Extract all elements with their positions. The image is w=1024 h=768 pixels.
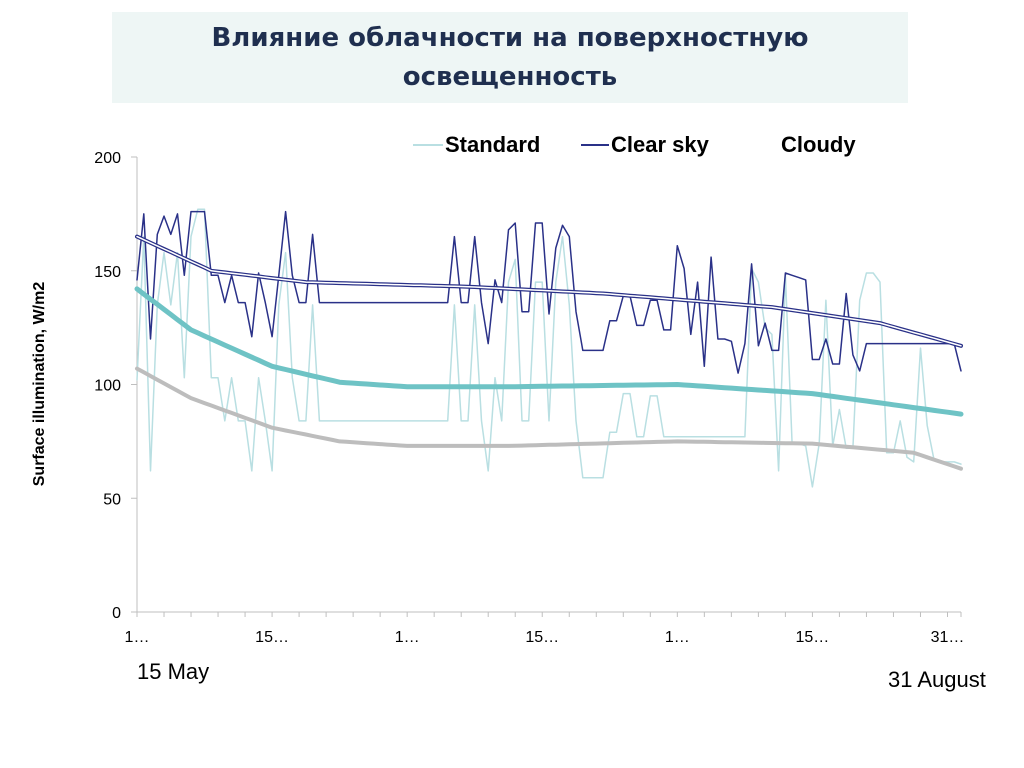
y-tick-label: 150	[94, 264, 121, 281]
y-tick-label: 0	[112, 605, 121, 622]
series-line-cloudy-trend	[135, 366, 963, 471]
legend-label-clear-sky: Clear sky	[611, 132, 710, 157]
x-tick-label: 15…	[796, 629, 830, 646]
legend-label-standard: Standard	[445, 132, 540, 157]
title-banner: Влияние облачности на поверхностную осве…	[112, 12, 908, 103]
y-tick-label: 50	[103, 491, 121, 508]
chart-legend: Standard Clear sky Cloudy	[413, 132, 856, 157]
date-start-label: 15 May	[137, 659, 210, 684]
y-tick-label: 200	[94, 150, 121, 167]
x-tick-label: 15…	[255, 629, 289, 646]
y-tick-label: 100	[94, 378, 121, 395]
chart-series	[134, 208, 964, 488]
page-title: Влияние облачности на поверхностную осве…	[211, 22, 809, 92]
x-tick-label: 1…	[395, 629, 420, 646]
x-tick-label: 15…	[525, 629, 559, 646]
x-tick-label: 31…	[931, 629, 965, 646]
x-tick-label: 1…	[125, 629, 150, 646]
date-end-label: 31 August	[888, 667, 986, 692]
y-axis-label: Surface illumination, W/m2	[31, 281, 48, 487]
chart-axes: 0 50 100 150 200 1… 15… 1… 15… 1… 15… 31…	[94, 150, 964, 646]
legend-label-cloudy: Cloudy	[781, 132, 856, 157]
series-line-standard-trend	[134, 286, 964, 417]
series-line-clear-sky	[136, 210, 962, 374]
x-tick-label: 1…	[665, 629, 690, 646]
series-line-clear-sky-trend-inner	[136, 235, 962, 347]
